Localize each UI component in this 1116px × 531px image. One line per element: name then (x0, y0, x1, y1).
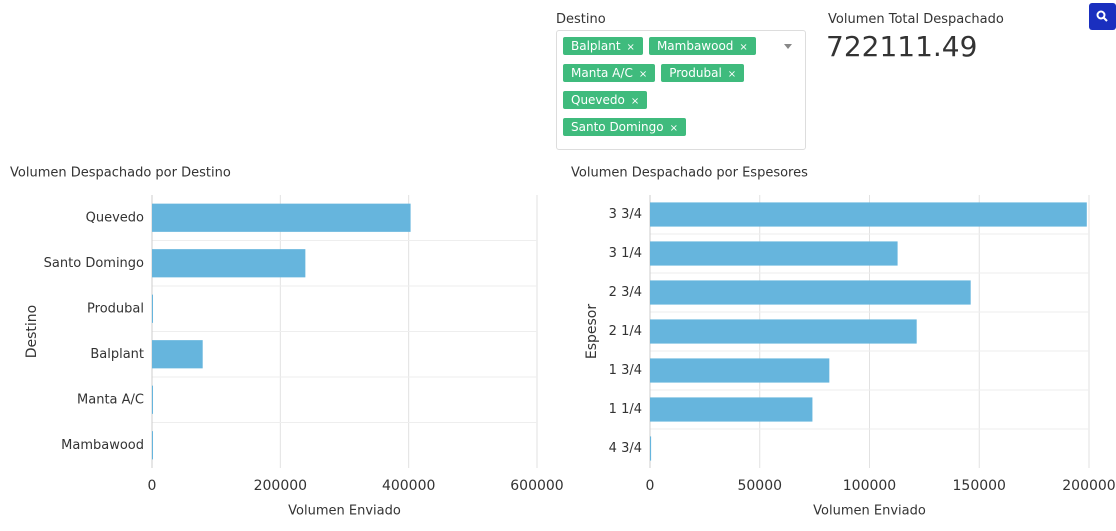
tag-remove[interactable]: × (630, 96, 640, 107)
y-tick-label: 3 1/4 (609, 246, 642, 261)
tag-remove[interactable]: × (739, 42, 748, 53)
bar (152, 340, 203, 369)
bar (650, 397, 813, 422)
x-tick-label: 0 (646, 478, 655, 494)
bar (152, 249, 306, 278)
filter-tag[interactable]: Produbal × (661, 64, 745, 82)
y-tick-label: 2 1/4 (609, 324, 642, 339)
tag-remove[interactable]: × (626, 42, 635, 53)
y-tick-label: Quevedo (86, 210, 144, 225)
filter-tag[interactable]: Mambawood × (648, 37, 756, 55)
tag-remove[interactable]: × (669, 123, 678, 134)
y-axis-title: Destino (24, 305, 40, 359)
filter-tag[interactable]: Balplant × (563, 37, 643, 55)
x-tick-label: 200000 (254, 478, 307, 494)
bar (650, 358, 830, 383)
y-tick-label: Mambawood (61, 438, 144, 453)
bar (152, 385, 153, 414)
filter-tag[interactable]: Santo Domingo × (563, 118, 686, 136)
y-tick-label: 2 3/4 (609, 285, 642, 300)
chart-title: Volumen Despachado por Espesores (571, 166, 808, 181)
bar (152, 294, 153, 323)
tag-text: Balplant (571, 39, 621, 53)
y-axis-title: Espesor (584, 304, 600, 359)
y-tick-label: 4 3/4 (609, 441, 642, 456)
filter-tag[interactable]: Quevedo × (563, 91, 648, 109)
bar (650, 319, 917, 344)
tag-text: Manta A/C (571, 66, 633, 80)
x-tick-label: 50000 (737, 478, 782, 494)
chart-title: Volumen Despachado por Destino (10, 166, 231, 181)
tag-remove[interactable]: × (727, 69, 737, 80)
y-tick-label: 1 1/4 (609, 402, 642, 417)
kpi-value: 722111.49 (826, 30, 978, 63)
y-tick-label: 3 3/4 (609, 207, 642, 222)
y-tick-label: Produbal (87, 301, 144, 316)
y-tick-label: Santo Domingo (44, 256, 144, 271)
tag-text: Santo Domingo (571, 120, 664, 134)
x-axis-title: Volumen Enviado (813, 504, 926, 519)
x-tick-label: 150000 (953, 478, 1006, 494)
tag-text: Mambawood (656, 39, 734, 53)
tag-text: Quevedo (571, 93, 625, 107)
filter-box[interactable]: Balplant × Mambawood × Manta A/C × Produbal × Qu… (556, 30, 806, 150)
y-tick-label: Balplant (90, 347, 144, 362)
y-tick-label: Manta A/C (77, 392, 144, 407)
bar (650, 202, 1087, 227)
x-tick-label: 100000 (843, 478, 896, 494)
x-axis-title: Volumen Enviado (288, 504, 401, 519)
tag-remove[interactable]: × (638, 69, 648, 80)
x-tick-label: 600000 (510, 478, 563, 494)
bar (152, 203, 411, 232)
search-icon (1096, 10, 1108, 22)
y-tick-label: 1 3/4 (609, 363, 642, 378)
tag-text: Produbal (669, 66, 722, 80)
filter-label: Destino (556, 12, 606, 27)
search-button[interactable] (1089, 3, 1116, 30)
bar (650, 436, 652, 461)
bar (152, 431, 153, 460)
x-tick-label: 0 (148, 478, 157, 494)
kpi-label: Volumen Total Despachado (828, 12, 1004, 27)
x-tick-label: 400000 (382, 478, 435, 494)
bar (650, 280, 971, 305)
x-tick-label: 200000 (1062, 478, 1115, 494)
dropdown-caret[interactable] (784, 44, 792, 49)
filter-tag[interactable]: Manta A/C × (563, 64, 656, 82)
bar (650, 241, 898, 266)
